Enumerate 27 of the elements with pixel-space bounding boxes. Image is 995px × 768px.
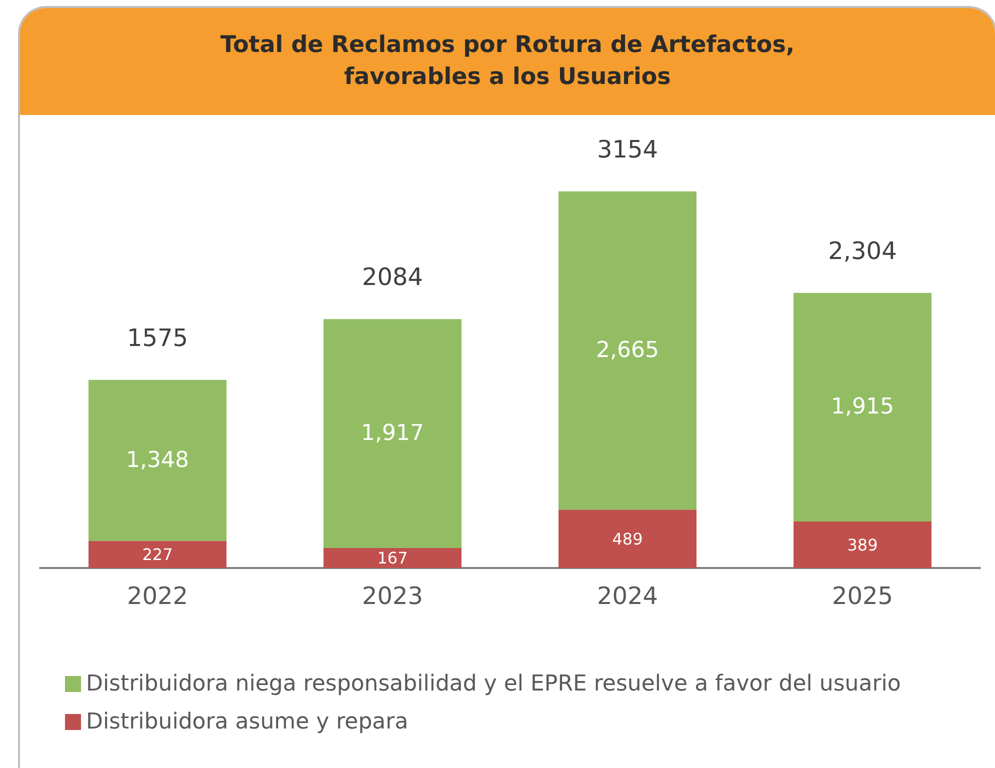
bar [794,522,932,568]
x-tick-label: 2023 [362,582,424,610]
x-tick-label: 2025 [832,582,894,610]
data-label: 1,348 [126,448,189,473]
legend-label: Distribuidora asume y repara [86,710,408,734]
chart-title: Total de Reclamos por Rotura de Artefactos, favorables a los Usuarios [219,31,796,92]
data-label: 389 [847,535,878,554]
total-label: 2084 [362,263,424,292]
total-label: 3154 [596,135,658,164]
total-label: 1575 [126,324,188,352]
bar [88,540,226,568]
data-label: 2,665 [596,338,659,363]
data-label: 1,915 [831,394,894,420]
bar [558,191,696,510]
data-label: 1,917 [361,421,424,446]
bar [324,548,462,568]
bar [558,510,696,568]
x-tick-label: 2024 [596,582,658,610]
bar [324,319,462,548]
bar [794,292,932,522]
data-label: 489 [612,529,643,548]
total-label: 2,304 [828,236,897,265]
x-tick-label: 2022 [126,582,188,610]
data-label: 227 [142,544,173,564]
legend-label: Distribuidora niega responsabilidad y el EPRE resuelve a favor del usuario [86,672,901,696]
bar [88,380,226,541]
data-label: 167 [377,548,408,568]
